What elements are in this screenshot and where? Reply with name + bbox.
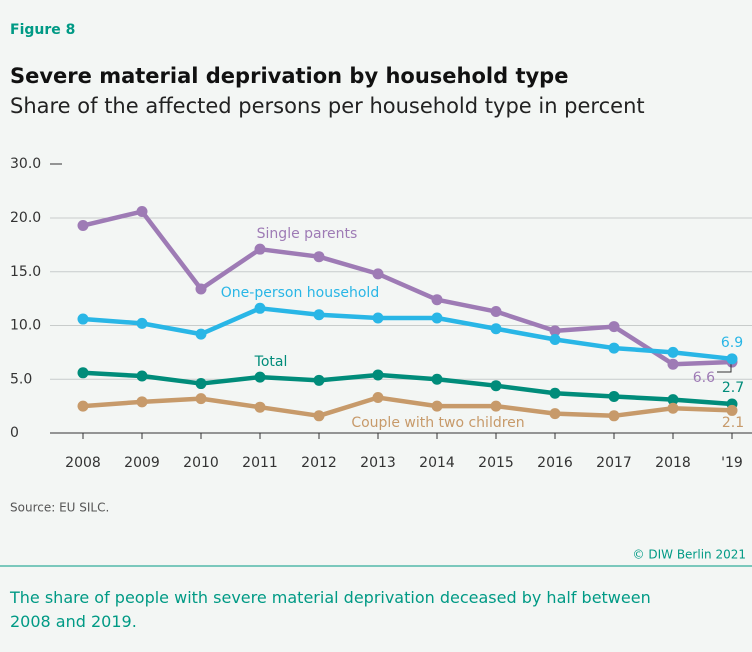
- data-point: [136, 206, 148, 218]
- series-label: Total: [254, 354, 288, 370]
- x-tick-label: '19: [721, 455, 743, 471]
- data-point: [254, 243, 266, 255]
- data-point: [254, 401, 266, 413]
- data-point: [431, 312, 443, 324]
- data-point: [195, 378, 207, 390]
- data-point: [490, 400, 502, 412]
- data-point: [608, 390, 620, 402]
- data-point: [136, 370, 148, 382]
- data-point: [313, 374, 325, 386]
- data-point: [431, 294, 443, 306]
- data-point: [254, 371, 266, 383]
- data-point: [313, 251, 325, 263]
- value-label: 6.6: [693, 370, 715, 386]
- data-point: [77, 220, 89, 232]
- y-tick-label: 10.0: [10, 318, 41, 334]
- data-point: [77, 400, 89, 412]
- series-label: Couple with two children: [351, 415, 524, 431]
- x-tick-label: 2015: [478, 455, 514, 471]
- x-tick-label: 2011: [242, 455, 278, 471]
- x-tick-label: 2016: [537, 455, 573, 471]
- series-label: Single parents: [257, 226, 358, 242]
- data-point: [490, 323, 502, 335]
- data-point: [667, 358, 679, 370]
- data-point: [254, 302, 266, 314]
- data-point: [549, 387, 561, 399]
- chart-subtitle: Share of the affected persons per househ…: [10, 94, 645, 118]
- x-tick-label: 2018: [655, 455, 691, 471]
- x-tick-label: 2009: [124, 455, 160, 471]
- y-tick-label: 20.0: [10, 210, 41, 226]
- data-point: [667, 346, 679, 358]
- copyright: © DIW Berlin 2021: [633, 548, 746, 562]
- x-tick-label: 2012: [301, 455, 337, 471]
- data-point: [372, 369, 384, 381]
- data-point: [726, 404, 738, 416]
- y-tick-label: 0: [10, 425, 19, 441]
- caption-line: The share of people with severe material…: [9, 588, 651, 631]
- figure-label: Figure 8: [10, 22, 75, 38]
- x-tick-label: 2013: [360, 455, 396, 471]
- x-tick-label: 2017: [596, 455, 632, 471]
- data-point: [608, 410, 620, 422]
- data-point: [549, 325, 561, 337]
- value-label: 6.9: [721, 335, 743, 351]
- series-line: [82, 306, 733, 362]
- data-point: [313, 410, 325, 422]
- data-point: [136, 396, 148, 408]
- data-point: [77, 313, 89, 325]
- data-point: [549, 408, 561, 420]
- series-line: [82, 370, 733, 407]
- series-label: One-person household: [221, 285, 379, 301]
- data-point: [195, 328, 207, 340]
- y-tick-label: 15.0: [10, 264, 41, 280]
- data-point: [313, 309, 325, 321]
- data-point: [431, 400, 443, 412]
- data-point: [372, 312, 384, 324]
- y-tick-label: 30.0: [10, 156, 41, 172]
- value-label: 2.1: [722, 415, 744, 431]
- data-point: [490, 306, 502, 318]
- data-point: [372, 268, 384, 280]
- data-point: [667, 394, 679, 406]
- data-point: [77, 367, 89, 379]
- data-point: [431, 373, 443, 385]
- y-tick-label: 5.0: [10, 371, 32, 387]
- data-point: [608, 342, 620, 354]
- data-point: [372, 392, 384, 404]
- value-label: 2.7: [722, 380, 744, 396]
- data-point: [549, 333, 561, 345]
- x-tick-label: 2010: [183, 455, 219, 471]
- data-point: [195, 283, 207, 295]
- source: Source: EU SILC.: [10, 501, 109, 515]
- data-point: [608, 321, 620, 333]
- series-line: [82, 209, 733, 367]
- data-point: [136, 317, 148, 329]
- x-tick-label: 2008: [65, 455, 101, 471]
- data-point: [726, 353, 738, 365]
- data-point: [490, 380, 502, 392]
- data-point: [667, 402, 679, 414]
- chart-title: Severe material deprivation by household…: [10, 64, 568, 88]
- x-tick-label: 2014: [419, 455, 455, 471]
- data-point: [195, 393, 207, 405]
- series-line: [82, 395, 733, 419]
